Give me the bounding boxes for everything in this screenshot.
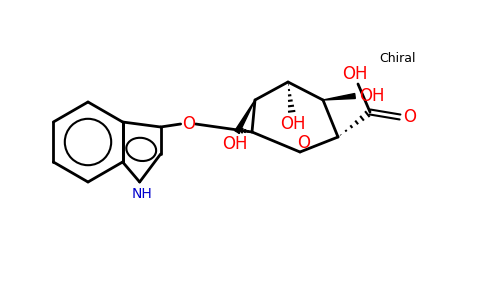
Polygon shape (235, 100, 255, 133)
Text: O: O (298, 134, 311, 152)
Text: Chiral: Chiral (380, 52, 416, 65)
Text: O: O (404, 108, 417, 126)
Text: OH: OH (280, 115, 306, 133)
Polygon shape (323, 94, 355, 100)
Text: OH: OH (222, 135, 248, 153)
Text: O: O (182, 115, 195, 133)
Text: OH: OH (342, 65, 368, 83)
Text: OH: OH (359, 87, 385, 105)
Text: NH: NH (131, 187, 152, 201)
